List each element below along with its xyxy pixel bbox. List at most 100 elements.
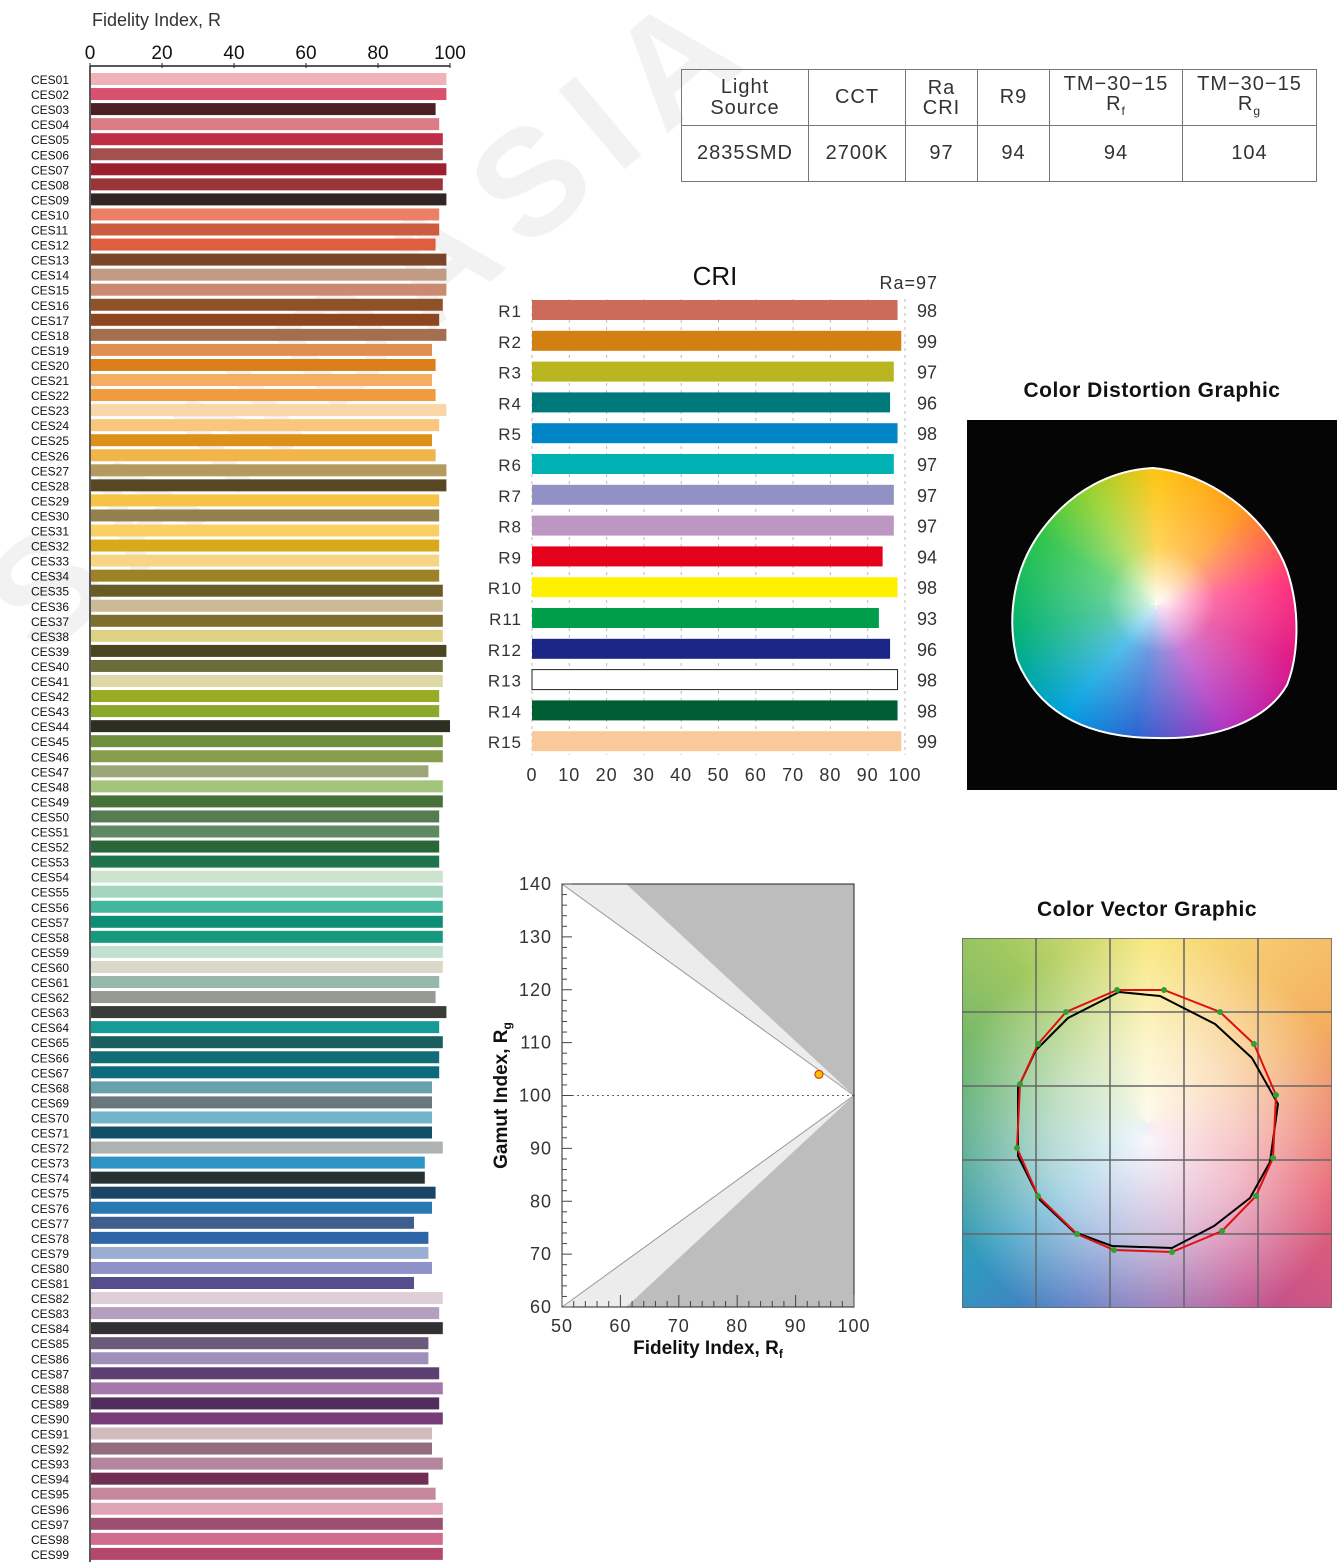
ces-category-label: CES04 bbox=[31, 118, 69, 132]
cri-category-label: R2 bbox=[498, 333, 522, 352]
ces-bar bbox=[91, 1457, 443, 1470]
ces-bar bbox=[91, 494, 440, 507]
ces-bar bbox=[91, 223, 440, 236]
ces-category-label: CES10 bbox=[31, 208, 69, 222]
ces-category-label: CES22 bbox=[31, 389, 69, 403]
ces-bar bbox=[91, 945, 443, 958]
ces-bar bbox=[91, 1337, 429, 1350]
color-distortion-graphic bbox=[967, 420, 1337, 790]
ces-bar bbox=[91, 960, 443, 973]
cri-value-label: 98 bbox=[917, 701, 937, 721]
vector-point bbox=[1270, 1155, 1276, 1161]
ces-category-label: CES66 bbox=[31, 1051, 69, 1065]
ces-category-label: CES60 bbox=[31, 961, 69, 975]
ces-bar bbox=[91, 870, 443, 883]
ces-bar bbox=[91, 1292, 443, 1305]
ces-category-label: CES34 bbox=[31, 570, 69, 584]
cri-bar bbox=[532, 700, 898, 721]
value-ra-cri: 97 bbox=[905, 125, 978, 182]
x-tick-label: 50 bbox=[551, 1316, 573, 1336]
ces-category-label: CES61 bbox=[31, 976, 69, 990]
vector-point bbox=[1063, 1009, 1069, 1015]
ces-category-label: CES58 bbox=[31, 931, 69, 945]
ces-xlabel: Fidelity Index, R bbox=[92, 10, 221, 30]
cri-value-label: 99 bbox=[917, 332, 937, 352]
cri-value-label: 98 bbox=[917, 671, 937, 691]
ces-bar bbox=[91, 1006, 447, 1019]
ces-bar bbox=[91, 554, 440, 567]
ces-category-label: CES40 bbox=[31, 660, 69, 674]
ces-tick-label: 100 bbox=[434, 43, 466, 64]
cri-chart: CRI Ra=97 0 10 20 30 40 50 60 70 80 90 100 R1 98 R2 99 R3… bbox=[488, 261, 937, 785]
cri-value-label: 94 bbox=[917, 547, 937, 567]
ces-category-label: CES81 bbox=[31, 1277, 69, 1291]
x-tick-label: 70 bbox=[668, 1316, 690, 1336]
cri-category-label: R7 bbox=[498, 487, 522, 506]
cri-value-label: 99 bbox=[917, 732, 937, 752]
ces-tick-label: 40 bbox=[223, 43, 244, 64]
ces-category-label: CES12 bbox=[31, 239, 69, 253]
ces-category-label: CES59 bbox=[31, 946, 69, 960]
ces-category-label: CES35 bbox=[31, 585, 69, 599]
ces-category-label: CES07 bbox=[31, 163, 69, 177]
ces-bar bbox=[91, 1397, 440, 1410]
ces-bar bbox=[91, 825, 440, 838]
ces-bar bbox=[91, 178, 443, 191]
ces-category-label: CES44 bbox=[31, 720, 69, 734]
cri-value-label: 98 bbox=[917, 301, 937, 321]
ces-category-label: CES05 bbox=[31, 133, 69, 147]
ces-category-label: CES16 bbox=[31, 299, 69, 313]
ces-category-label: CES45 bbox=[31, 735, 69, 749]
y-axis-label: Gamut Index, Rg bbox=[491, 1022, 514, 1169]
ces-category-label: CES98 bbox=[31, 1533, 69, 1547]
y-tick-label: 100 bbox=[519, 1086, 552, 1106]
ces-category-label: CES94 bbox=[31, 1473, 69, 1487]
ces-bar bbox=[91, 1141, 443, 1154]
header-rf: TM−30−15 Rf bbox=[1049, 69, 1183, 126]
ces-bar bbox=[91, 780, 443, 793]
ces-category-label: CES14 bbox=[31, 269, 69, 283]
ces-category-label: CES72 bbox=[31, 1142, 69, 1156]
ces-bar bbox=[91, 735, 443, 748]
ces-bar bbox=[91, 1517, 443, 1530]
y-tick-label: 80 bbox=[530, 1191, 552, 1211]
cri-tick-label: 90 bbox=[857, 765, 879, 785]
ces-bar bbox=[91, 464, 447, 477]
ces-category-label: CES70 bbox=[31, 1111, 69, 1125]
ces-category-label: CES84 bbox=[31, 1322, 69, 1336]
ces-bar bbox=[91, 1352, 429, 1365]
y-tick-label: 110 bbox=[520, 1033, 552, 1053]
ces-category-label: CES17 bbox=[31, 314, 69, 328]
vector-point bbox=[1017, 1081, 1023, 1087]
ces-bar bbox=[91, 1427, 432, 1440]
ces-category-label: CES87 bbox=[31, 1367, 69, 1381]
vector-point bbox=[1253, 1193, 1259, 1199]
ces-category-label: CES23 bbox=[31, 404, 69, 418]
ces-bar bbox=[91, 1322, 443, 1335]
ces-category-label: CES53 bbox=[31, 856, 69, 870]
ces-category-label: CES75 bbox=[31, 1187, 69, 1201]
vector-point bbox=[1251, 1041, 1257, 1047]
ces-category-label: CES33 bbox=[31, 555, 69, 569]
ces-category-label: CES41 bbox=[31, 675, 69, 689]
ces-category-label: CES96 bbox=[31, 1503, 69, 1517]
vector-plot bbox=[962, 938, 1332, 1308]
cri-bar bbox=[532, 546, 883, 567]
header-r9: R9 bbox=[977, 69, 1050, 126]
cri-category-label: R10 bbox=[488, 579, 522, 598]
ces-category-label: CES03 bbox=[31, 103, 69, 117]
ces-bar bbox=[91, 900, 443, 913]
vector-point bbox=[1035, 1193, 1041, 1199]
cri-value-label: 98 bbox=[917, 578, 937, 598]
ces-category-label: CES55 bbox=[31, 886, 69, 900]
cri-bar bbox=[532, 577, 898, 598]
ces-category-label: CES74 bbox=[31, 1172, 69, 1186]
ces-bar bbox=[91, 629, 443, 642]
ces-bar bbox=[91, 930, 443, 943]
vector-point bbox=[1273, 1092, 1279, 1098]
ces-category-label: CES78 bbox=[31, 1232, 69, 1246]
ces-category-label: CES52 bbox=[31, 841, 69, 855]
ces-bar bbox=[91, 614, 443, 627]
cri-value-label: 93 bbox=[917, 609, 937, 629]
ces-category-label: CES25 bbox=[31, 434, 69, 448]
